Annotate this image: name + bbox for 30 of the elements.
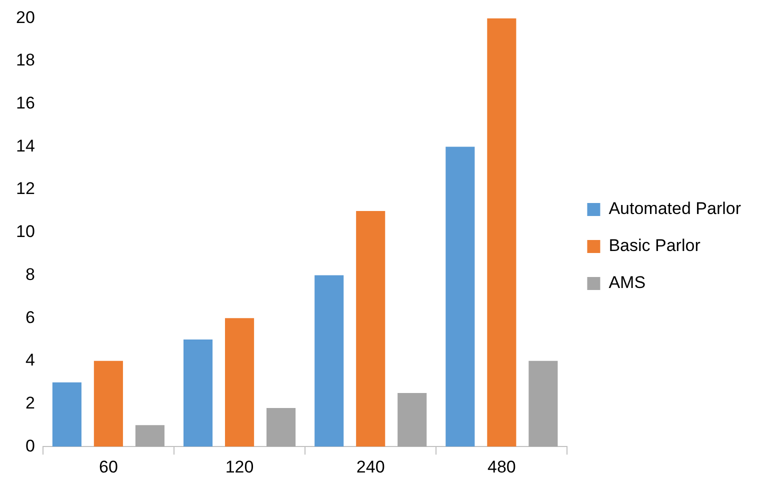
bar bbox=[446, 146, 475, 447]
y-tick-label: 4 bbox=[25, 350, 35, 370]
legend-label: Automated Parlor bbox=[608, 199, 742, 218]
bar bbox=[183, 340, 213, 447]
bar bbox=[314, 275, 344, 447]
bar bbox=[487, 18, 516, 447]
y-tick-label: 8 bbox=[25, 264, 35, 284]
bar bbox=[52, 382, 82, 447]
bar bbox=[528, 360, 558, 447]
bar bbox=[356, 210, 386, 447]
legend-label: AMS bbox=[608, 273, 646, 292]
y-tick-label: 10 bbox=[16, 222, 35, 242]
bar bbox=[398, 393, 427, 447]
y-tick-label: 16 bbox=[16, 94, 35, 113]
x-tick-label: 480 bbox=[487, 457, 516, 476]
y-tick-label: 18 bbox=[16, 50, 35, 70]
y-tick-label: 0 bbox=[25, 436, 35, 456]
x-tick-label: 120 bbox=[225, 457, 254, 476]
x-tick-label: 240 bbox=[356, 457, 385, 476]
x-tick-label: 60 bbox=[98, 457, 118, 476]
y-tick-label: 14 bbox=[16, 136, 35, 156]
y-tick-label: 2 bbox=[25, 393, 35, 412]
legend-label: Basic Parlor bbox=[608, 236, 701, 256]
bar bbox=[224, 318, 254, 447]
y-tick-label: 6 bbox=[25, 308, 35, 327]
bar bbox=[266, 408, 296, 447]
bar bbox=[94, 360, 123, 447]
bar bbox=[135, 425, 164, 447]
y-tick-label: 20 bbox=[16, 8, 35, 27]
y-tick-label: 12 bbox=[16, 179, 35, 198]
